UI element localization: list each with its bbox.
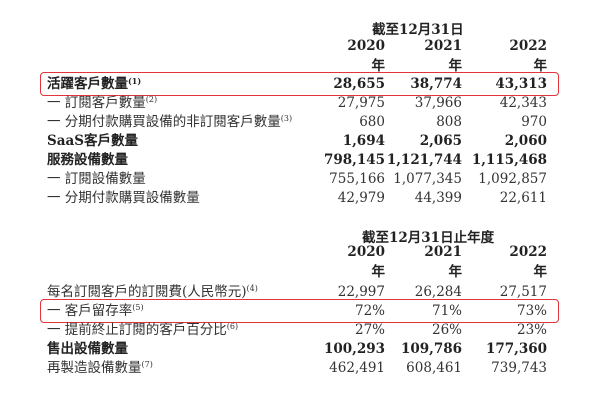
footnote-marker: (4) bbox=[246, 284, 258, 293]
cell-value: 26,284 bbox=[414, 284, 462, 300]
cell-value: 798,145 bbox=[323, 152, 385, 168]
footnote-marker: (7) bbox=[141, 360, 153, 369]
table-row: 一 分期付款購買設備數量 42,979 44,399 22,611 bbox=[0, 189, 600, 208]
row-label: 一 訂閱設備數量 bbox=[47, 170, 146, 189]
cell-value: 42,343 bbox=[499, 95, 547, 111]
year-header: 2022年 bbox=[509, 244, 547, 280]
cell-value: 2,060 bbox=[504, 133, 547, 149]
row-label-text: 活躍客戶數量 bbox=[47, 76, 128, 92]
table-row: 每名訂閱客戶的訂閱費(人民幣元)(4) 22,997 26,284 27,517 bbox=[0, 283, 600, 302]
cell-value: 1,115,468 bbox=[471, 152, 547, 168]
footnote-marker: (1) bbox=[128, 76, 142, 86]
table-row: 一 客戶留存率(5) 72% 71% 73% bbox=[0, 302, 600, 321]
cell-value: 38,774 bbox=[410, 76, 462, 92]
cell-value: 43,313 bbox=[495, 76, 547, 92]
row-label: 一 分期付款購買設備的非訂閱客戶數量(3) bbox=[47, 113, 292, 132]
cell-value: 71% bbox=[431, 303, 462, 319]
row-label: 一 分期付款購買設備數量 bbox=[47, 189, 200, 208]
table-row: 活躍客戶數量(1) 28,655 38,774 43,313 bbox=[0, 75, 600, 94]
cell-value: 680 bbox=[359, 114, 385, 130]
cell-value: 2,065 bbox=[419, 133, 462, 149]
row-label: 每名訂閱客戶的訂閱費(人民幣元)(4) bbox=[47, 283, 258, 302]
cell-value: 1,077,345 bbox=[393, 171, 462, 187]
highlight-box bbox=[40, 72, 559, 96]
cell-value: 42,979 bbox=[337, 190, 385, 206]
row-label-text: 一 分期付款購買設備的非訂閱客戶數量 bbox=[47, 114, 281, 130]
highlight-box bbox=[40, 299, 559, 323]
table-row: SaaS客戶數量 1,694 2,065 2,060 bbox=[0, 132, 600, 151]
cell-value: 1,121,744 bbox=[386, 152, 462, 168]
cell-value: 739,743 bbox=[491, 360, 547, 376]
cell-value: 462,491 bbox=[329, 360, 385, 376]
footnote-marker: (5) bbox=[132, 303, 144, 312]
cell-value: 177,360 bbox=[485, 341, 547, 357]
row-label: 再製造設備數量(7) bbox=[47, 359, 153, 378]
row-label-text: SaaS客戶數量 bbox=[47, 133, 138, 149]
year-header: 2020年 bbox=[347, 38, 385, 74]
cell-value: 28,655 bbox=[333, 76, 385, 92]
cell-value: 970 bbox=[521, 114, 547, 130]
table1-period-header: 截至12月31日 bbox=[372, 22, 464, 38]
cell-value: 44,399 bbox=[414, 190, 462, 206]
row-label: 活躍客戶數量(1) bbox=[47, 75, 141, 94]
table-row: 一 訂閱客戶數量(2) 27,975 37,966 42,343 bbox=[0, 94, 600, 113]
year-header: 2021年 bbox=[424, 38, 462, 74]
cell-value: 37,966 bbox=[414, 95, 462, 111]
row-label: SaaS客戶數量 bbox=[47, 132, 138, 151]
row-label: 服務設備數量 bbox=[47, 151, 128, 170]
row-label-text: 一 客戶留存率 bbox=[47, 303, 133, 319]
year-header: 2021年 bbox=[424, 244, 462, 280]
row-label-text: 每名訂閱客戶的訂閱費(人民幣元) bbox=[47, 284, 247, 300]
year-header: 2020年 bbox=[347, 244, 385, 280]
row-label-text: 服務設備數量 bbox=[47, 152, 128, 168]
cell-value: 23% bbox=[516, 322, 547, 338]
row-label-text: 售出設備數量 bbox=[47, 341, 128, 357]
year-header: 2022年 bbox=[509, 38, 547, 74]
row-label-text: 再製造設備數量 bbox=[47, 360, 142, 376]
cell-value: 22,997 bbox=[337, 284, 385, 300]
row-label-text: 一 訂閱客戶數量 bbox=[47, 95, 146, 111]
cell-value: 27,975 bbox=[337, 95, 385, 111]
row-label: 一 訂閱客戶數量(2) bbox=[47, 94, 157, 113]
cell-value: 73% bbox=[516, 303, 547, 319]
row-label: 售出設備數量 bbox=[47, 340, 128, 359]
table-row: 再製造設備數量(7) 462,491 608,461 739,743 bbox=[0, 359, 600, 378]
cell-value: 755,166 bbox=[329, 171, 385, 187]
cell-value: 100,293 bbox=[323, 341, 385, 357]
cell-value: 27% bbox=[354, 322, 385, 338]
table-row: 服務設備數量 798,145 1,121,744 1,115,468 bbox=[0, 151, 600, 170]
cell-value: 1,694 bbox=[342, 133, 385, 149]
cell-value: 26% bbox=[431, 322, 462, 338]
cell-value: 22,611 bbox=[499, 190, 547, 206]
cell-value: 1,092,857 bbox=[478, 171, 547, 187]
table-row: 一 分期付款購買設備的非訂閱客戶數量(3) 680 808 970 bbox=[0, 113, 600, 132]
cell-value: 27,517 bbox=[499, 284, 547, 300]
row-label: 一 客戶留存率(5) bbox=[47, 302, 144, 321]
table-row: 售出設備數量 100,293 109,786 177,360 bbox=[0, 340, 600, 359]
table-row: 一 訂閱設備數量 755,166 1,077,345 1,092,857 bbox=[0, 170, 600, 189]
row-label-text: 一 訂閱設備數量 bbox=[47, 171, 146, 187]
footnote-marker: (6) bbox=[226, 322, 239, 331]
cell-value: 608,461 bbox=[406, 360, 462, 376]
footnote-marker: (2) bbox=[145, 95, 158, 104]
table-row: 一 提前終止訂閱的客戶百分比(6) 27% 26% 23% bbox=[0, 321, 600, 340]
footnote-marker: (3) bbox=[280, 114, 293, 123]
cell-value: 808 bbox=[436, 114, 462, 130]
cell-value: 109,786 bbox=[400, 341, 462, 357]
row-label: 一 提前終止訂閱的客戶百分比(6) bbox=[47, 321, 238, 340]
row-label-text: 一 分期付款購買設備數量 bbox=[47, 190, 200, 206]
row-label-text: 一 提前終止訂閱的客戶百分比 bbox=[47, 322, 227, 338]
table2-period-header: 截至12月31日止年度 bbox=[362, 230, 495, 246]
cell-value: 72% bbox=[354, 303, 385, 319]
